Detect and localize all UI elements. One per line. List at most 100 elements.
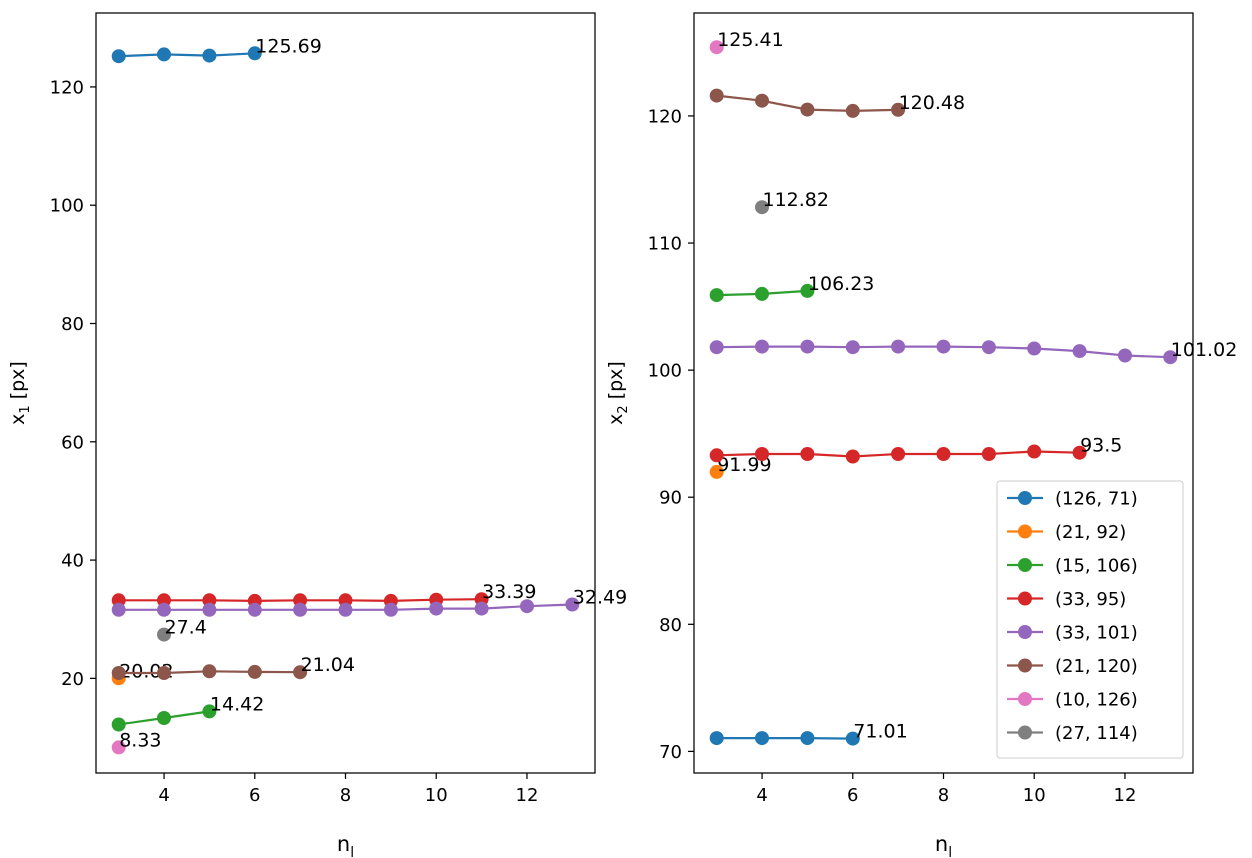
data-point [1118,348,1132,363]
data-point [936,447,951,461]
series-(27, 114): 27.4 [157,617,207,642]
data-point [111,666,126,680]
point-annotation: 33.39 [482,581,536,603]
point-annotation: 125.41 [717,29,783,51]
data-point [981,340,996,355]
y-tick-label: 90 [659,488,682,509]
data-point [891,102,906,117]
data-point [800,283,815,298]
data-point [1072,344,1087,359]
y-axis-label: x1 [px] [7,361,33,425]
point-annotation: 71.01 [853,721,907,743]
data-point [709,464,724,479]
data-point [709,288,724,303]
series-(126, 71): 125.69 [111,35,322,64]
point-annotation: 120.48 [899,92,965,114]
data-point [755,339,769,354]
point-annotation: 125.69 [255,35,321,57]
y-tick-label: 120 [648,106,682,127]
legend-marker [1018,591,1032,606]
data-point [755,447,769,461]
x-tick-label: 8 [340,785,351,806]
y-tick-label: 110 [648,234,682,255]
data-point [845,103,860,118]
point-annotation: 101.02 [1171,339,1237,361]
data-point [157,627,171,642]
point-annotation: 8.33 [119,729,161,751]
point-annotation: 21.04 [301,654,355,676]
data-point [936,339,951,354]
series-(10, 126): 125.41 [709,29,784,55]
legend-marker [1018,658,1032,673]
legend-entry: (21, 120) [1007,656,1138,677]
x-tick-label: 8 [938,785,949,806]
series-(21, 120): 120.48 [709,88,965,118]
point-annotation: 112.82 [763,189,829,211]
data-point [429,601,444,616]
legend-marker [1018,524,1032,539]
y-tick-label: 70 [659,742,682,763]
data-point [800,339,815,354]
data-point [565,597,580,612]
point-annotation: 14.42 [210,693,264,715]
legend: (126, 71) (21, 92) (15, 106) (33, 95) (33, 1… [996,480,1184,759]
series-(21, 120): 21.04 [111,654,355,680]
point-annotation: 27.4 [165,617,207,639]
y-tick-label: 120 [50,77,84,98]
legend-marker [1018,625,1032,639]
legend-marker [1018,725,1032,740]
legend-label: (33, 95) [1055,589,1126,610]
legend-entry: (10, 126) [1007,690,1138,711]
data-point [157,666,171,680]
data-point [247,46,262,61]
legend-label: (21, 120) [1055,656,1138,677]
x-tick-label: 6 [249,785,260,806]
data-point [202,602,217,617]
y-tick-label: 100 [648,361,682,382]
series-(27, 114): 112.82 [755,189,829,215]
series-(15, 106): 106.23 [709,273,874,303]
data-point [111,602,126,617]
point-annotation: 32.49 [573,587,627,609]
y-tick-label: 20 [61,669,84,690]
data-point [709,340,724,355]
legend-entry: (126, 71) [1007,489,1138,510]
point-annotation: 106.23 [808,273,874,295]
data-point [845,340,860,355]
data-point [520,599,534,614]
data-point [383,602,398,617]
legend-label: (126, 71) [1055,489,1138,510]
data-point [981,447,996,461]
data-point [111,49,126,64]
data-point [157,602,171,617]
x-tick-label: 10 [425,785,448,806]
data-point [1163,350,1178,365]
legend-label: (33, 101) [1055,623,1138,644]
data-point [755,200,769,215]
data-point [247,664,262,679]
legend-entry: (33, 101) [1007,623,1138,644]
data-point [845,731,860,746]
data-point [755,93,769,108]
data-point [755,286,769,301]
x-axis-label: nl [337,832,354,858]
series-(10, 126): 8.33 [111,729,162,755]
data-point [474,601,489,616]
data-point [800,102,815,117]
data-point [709,40,724,55]
y-axis-label: x2 [px] [605,361,631,425]
legend-entry: (33, 95) [1007,589,1126,610]
x-tick-label: 10 [1023,785,1046,806]
data-point [202,664,217,679]
data-point [1072,445,1087,460]
data-point [709,448,724,463]
data-point [202,704,217,719]
legend-label: (21, 92) [1055,522,1126,543]
data-point [111,717,126,732]
subplot-2: 71.0191.99106.2393.5101.02120.48125.4111… [605,12,1237,858]
y-tick-label: 80 [659,615,682,636]
data-point [709,731,724,746]
series-(33, 101): 32.49 [111,587,627,617]
y-tick-label: 40 [61,551,84,572]
